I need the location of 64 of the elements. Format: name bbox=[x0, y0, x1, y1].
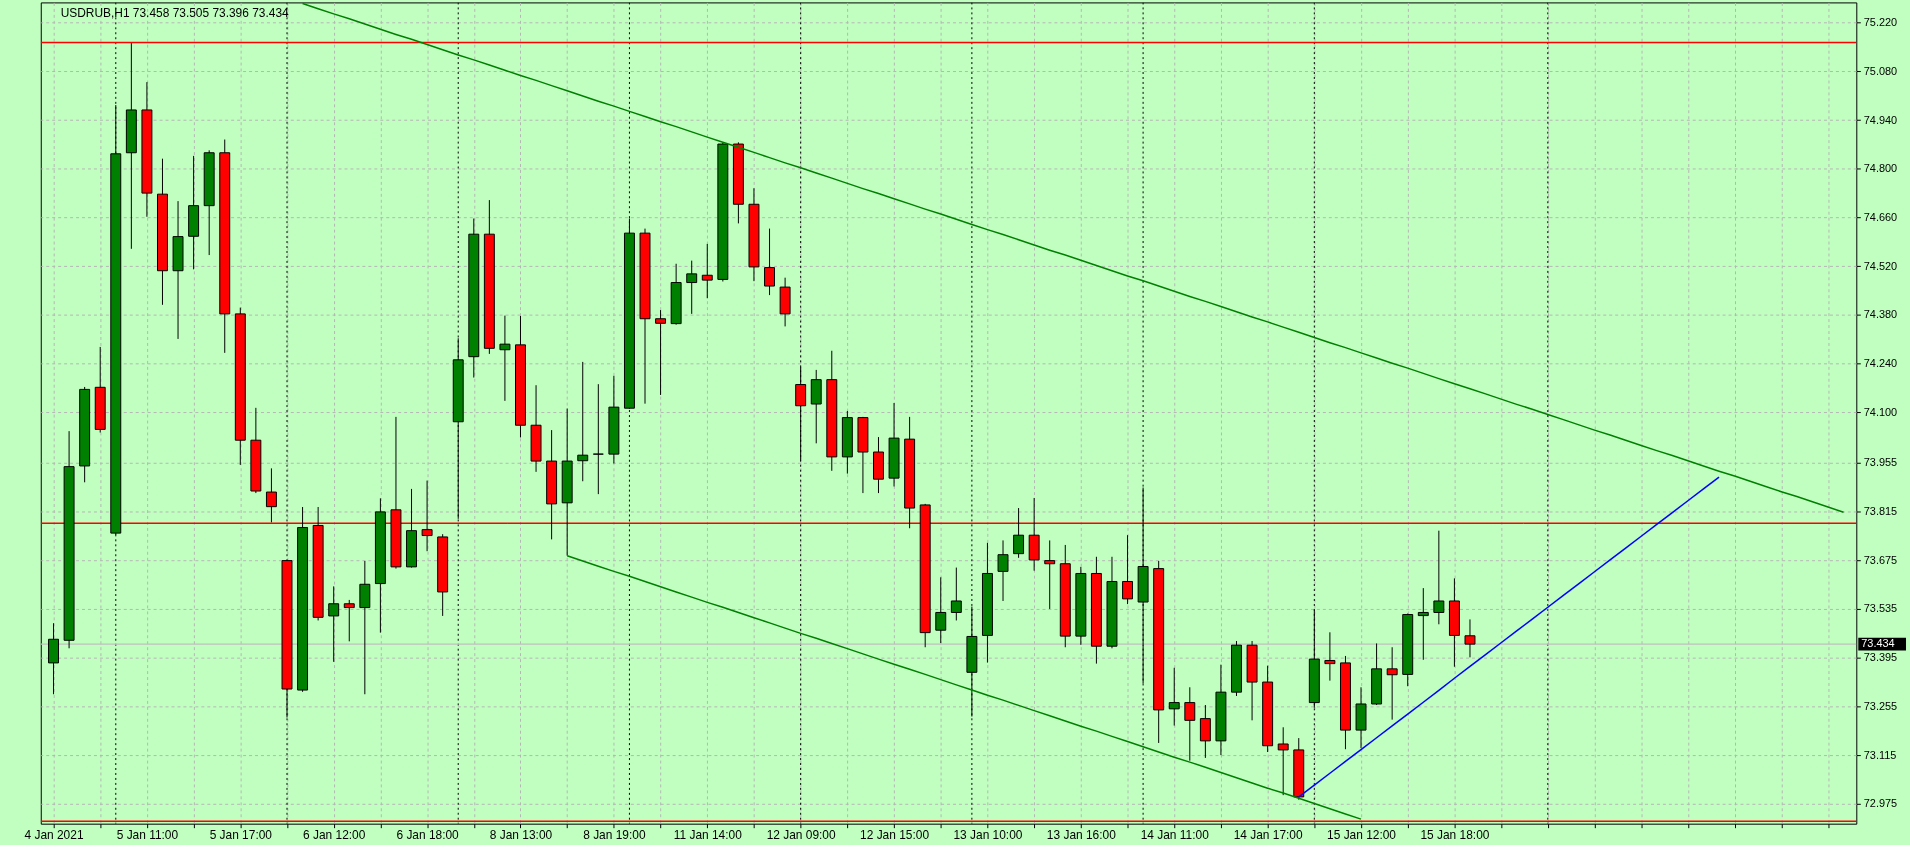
candlestick bbox=[499, 315, 511, 402]
x-tick-label: 13 Jan 10:00 bbox=[953, 828, 1023, 843]
x-tick-label: 15 Jan 18:00 bbox=[1420, 828, 1490, 843]
y-tick-label: 73.815 bbox=[1863, 505, 1898, 518]
candlestick bbox=[1122, 534, 1134, 605]
y-tick-label: 73.255 bbox=[1863, 699, 1898, 712]
x-tick-label: 6 Jan 12:00 bbox=[303, 828, 366, 843]
candlestick bbox=[1324, 631, 1336, 682]
x-tick-label: 12 Jan 15:00 bbox=[860, 828, 930, 843]
candlestick bbox=[328, 585, 340, 663]
candlestick bbox=[1168, 667, 1180, 727]
y-tick-label: 75.080 bbox=[1863, 64, 1898, 77]
x-tick-label: 14 Jan 11:00 bbox=[1140, 828, 1210, 843]
candlestick bbox=[1417, 587, 1429, 661]
candlestick bbox=[1433, 530, 1445, 625]
y-tick-label: 74.520 bbox=[1863, 259, 1898, 272]
x-tick-label: 12 Jan 09:00 bbox=[766, 828, 836, 843]
line-series bbox=[566, 554, 1362, 820]
candlestick bbox=[686, 260, 698, 315]
y-tick-label: 73.955 bbox=[1863, 456, 1898, 469]
x-tick-label: 5 Jan 17:00 bbox=[209, 828, 273, 843]
x-tick-label: 11 Jan 14:00 bbox=[673, 828, 743, 843]
line-series bbox=[301, 2, 1845, 513]
candlestick bbox=[1013, 507, 1025, 559]
candlestick bbox=[764, 228, 776, 296]
y-tick-label: 74.240 bbox=[1863, 357, 1898, 370]
y-tick-label: 73.535 bbox=[1863, 602, 1898, 615]
candlestick bbox=[997, 539, 1009, 602]
x-tick-label: 15 Jan 12:00 bbox=[1327, 828, 1397, 843]
y-tick-label: 74.660 bbox=[1863, 210, 1898, 223]
candlestick bbox=[655, 309, 667, 396]
y-tick-label: 75.220 bbox=[1863, 16, 1898, 29]
x-tick-label: 4 Jan 2021 bbox=[24, 828, 84, 843]
y-tick-label: 74.100 bbox=[1863, 405, 1898, 418]
candlestick bbox=[1184, 686, 1196, 762]
candlestick bbox=[935, 576, 947, 644]
y-tick-label: 74.380 bbox=[1863, 308, 1898, 321]
line-series bbox=[1298, 476, 1720, 798]
x-tick-label: 8 Jan 13:00 bbox=[489, 828, 553, 843]
candlestick bbox=[359, 560, 371, 695]
candlestick bbox=[1464, 618, 1476, 658]
x-tick-label: 8 Jan 19:00 bbox=[583, 828, 646, 843]
candlestick bbox=[1044, 539, 1056, 610]
x-tick-label: 5 Jan 11:00 bbox=[116, 828, 179, 843]
candlestick bbox=[1199, 704, 1211, 759]
ref-line-label: 73.434 bbox=[1861, 637, 1895, 650]
candlestick bbox=[48, 622, 59, 695]
y-tick-label: 74.940 bbox=[1863, 113, 1898, 126]
candlestick bbox=[1277, 726, 1289, 796]
candlestick bbox=[592, 383, 604, 495]
y-tick-label: 73.395 bbox=[1863, 651, 1898, 664]
x-tick-label: 14 Jan 17:00 bbox=[1233, 828, 1303, 843]
chart-title: USDRUB,H1 73.458 73.505 73.396 73.434 bbox=[60, 6, 290, 21]
candlestick bbox=[950, 567, 962, 621]
y-tick-label: 73.675 bbox=[1863, 553, 1898, 566]
candlestick bbox=[343, 599, 355, 642]
candlestick bbox=[701, 243, 713, 299]
candlestick bbox=[1386, 646, 1398, 721]
candlestick bbox=[577, 361, 589, 482]
y-tick-label: 73.115 bbox=[1863, 748, 1897, 761]
y-tick-label: 72.975 bbox=[1863, 797, 1898, 810]
y-tick-label: 74.800 bbox=[1863, 162, 1898, 175]
x-tick-label: 6 Jan 18:00 bbox=[396, 828, 460, 843]
x-tick-label: 13 Jan 16:00 bbox=[1046, 828, 1117, 843]
